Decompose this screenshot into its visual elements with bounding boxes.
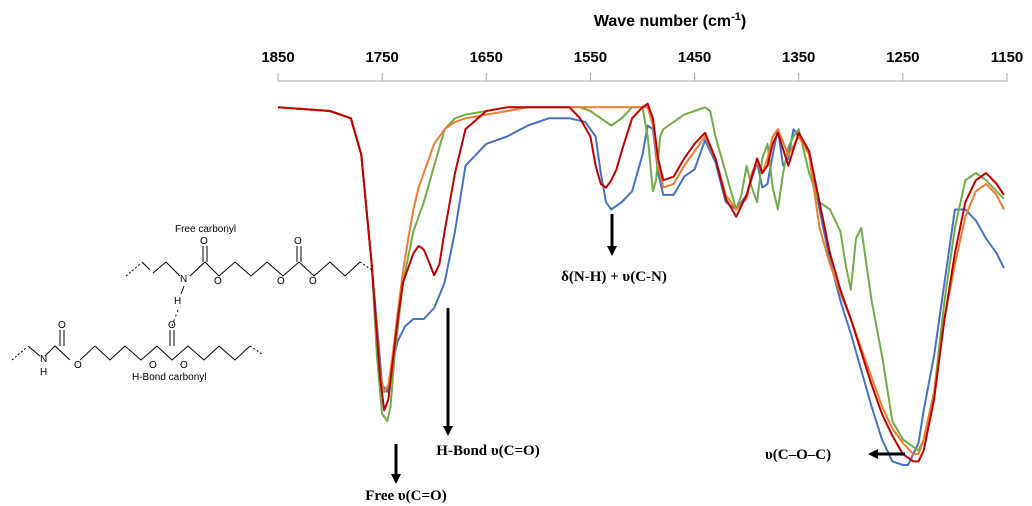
hbond-label: H-Bond υ(C=O) — [436, 443, 539, 459]
lower-chain — [27, 345, 251, 361]
annotation-hbond: H-Bond υ(C=O) — [436, 308, 540, 459]
free-carbonyl-label: Free carbonyl — [175, 224, 236, 235]
upper-o4: O — [277, 276, 285, 287]
upper-nh-bond — [180, 285, 185, 295]
upper-h: H — [174, 296, 181, 307]
x-tick-label: 1750 — [365, 49, 398, 66]
upper-o2: O — [214, 276, 222, 287]
x-tick-label: 1550 — [574, 49, 607, 66]
spectrum-line-1 — [277, 106, 1005, 466]
annotation-coc: υ(C–O–C) — [765, 447, 905, 463]
upper-n: N — [180, 274, 187, 285]
upper-o1: O — [200, 236, 208, 247]
x-tick-label: 1850 — [261, 49, 294, 66]
lower-h: H — [40, 367, 47, 378]
coc-label: υ(C–O–C) — [765, 447, 831, 463]
free-label: Free υ(C=O) — [365, 488, 446, 504]
spectrum-line-4 — [277, 102, 1005, 463]
lower-o1: O — [58, 320, 66, 331]
upper-o3: O — [294, 236, 302, 247]
lower-o5: O — [180, 360, 188, 371]
lower-n: N — [40, 354, 47, 365]
upper-chain-ends — [125, 261, 373, 277]
x-tick-label: 1450 — [678, 49, 711, 66]
x-tick-label: 1150 — [991, 49, 1024, 66]
upper-o5: O — [309, 276, 317, 287]
lower-o3: O — [168, 320, 176, 331]
lower-o2: O — [74, 360, 82, 371]
lower-o4: O — [149, 360, 157, 371]
x-tick-label: 1650 — [470, 49, 503, 66]
x-axis-title: Wave number (cm-1) — [594, 11, 746, 30]
nh-label: δ(N-H) + υ(C-N) — [561, 269, 667, 285]
chemical-structure-inset: Free carbonyl N H O O O O O N H O O O O … — [11, 224, 373, 383]
spectrum-line-3 — [277, 106, 1005, 456]
lower-chain-ends — [11, 345, 263, 361]
spectrum-line-2 — [277, 106, 1005, 452]
annotation-nh: δ(N-H) + υ(C-N) — [561, 214, 667, 285]
hbond-carbonyl-label: H-Bond carbonyl — [132, 372, 206, 383]
x-axis-top: 1850 1750 1650 1550 1450 1350 1250 1150 — [261, 49, 1024, 82]
annotation-free: Free υ(C=O) — [365, 444, 447, 504]
x-tick-label: 1350 — [782, 49, 815, 66]
upper-chain — [141, 261, 361, 277]
spectra — [277, 102, 1005, 466]
x-tick-label: 1250 — [886, 49, 919, 66]
